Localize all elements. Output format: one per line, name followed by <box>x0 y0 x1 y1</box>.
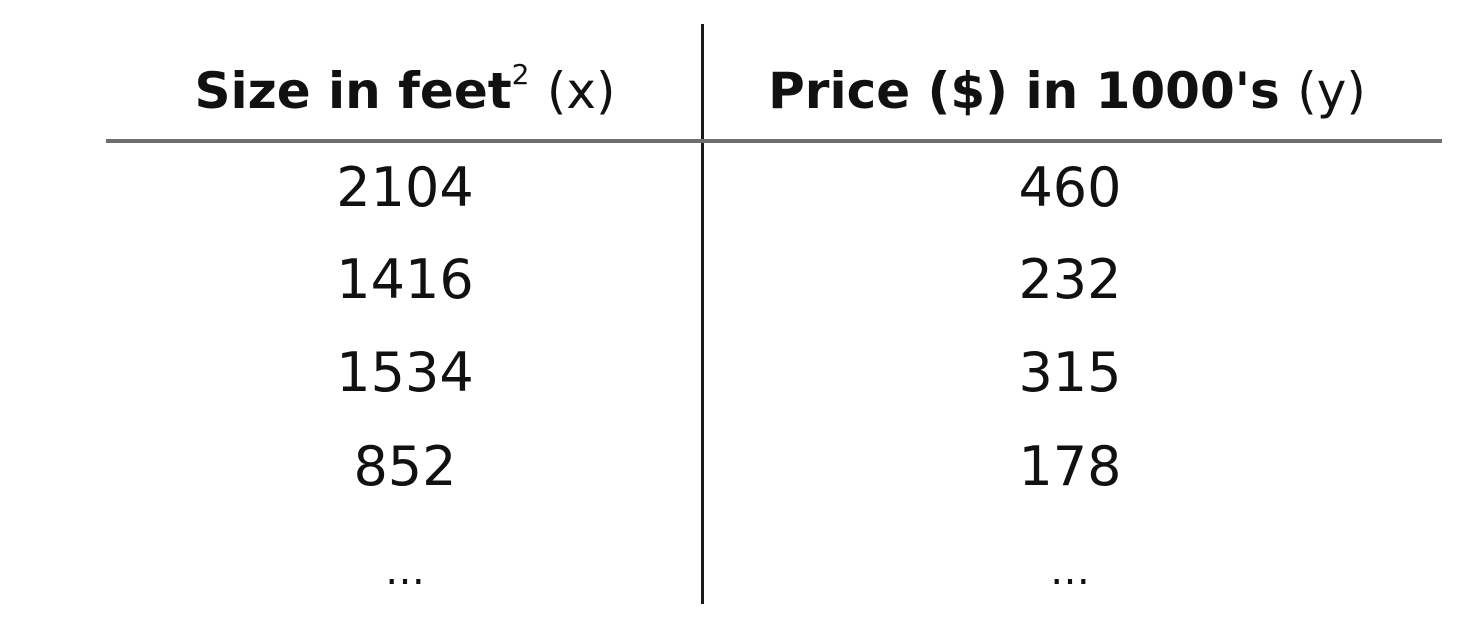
header-rule <box>106 139 1442 143</box>
cell-size: 1534 <box>336 341 474 404</box>
cell-size: 1416 <box>336 248 474 311</box>
cell-price: 232 <box>1018 248 1122 311</box>
cell-price-ellipsis: … <box>1050 548 1090 594</box>
header-price: Price ($) in 1000's (y) <box>712 56 1422 126</box>
cell-size-ellipsis: … <box>385 548 425 594</box>
header-price-var: (y) <box>1297 62 1366 120</box>
header-size-label: Size in feet <box>194 62 512 120</box>
column-divider <box>701 24 704 604</box>
cell-price: 460 <box>1018 156 1122 219</box>
cell-size: 2104 <box>336 156 474 219</box>
cell-price: 178 <box>1018 435 1122 498</box>
header-size: Size in feet2 (x) <box>110 56 700 126</box>
cell-price: 315 <box>1018 341 1122 404</box>
header-price-label: Price ($) in 1000's <box>768 62 1280 120</box>
cell-size: 852 <box>353 435 457 498</box>
header-size-var: (x) <box>546 62 616 120</box>
header-size-exponent: 2 <box>511 58 530 92</box>
